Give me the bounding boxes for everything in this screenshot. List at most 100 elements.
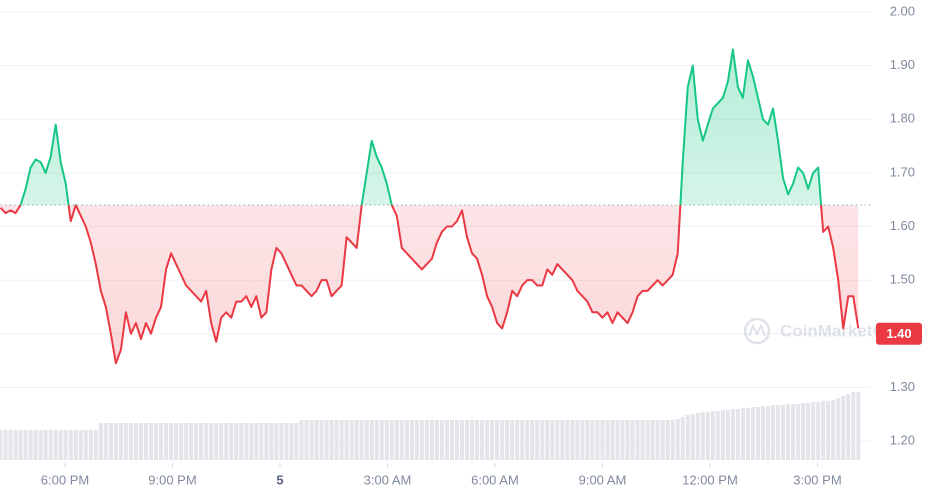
- axes: 2.00 1.90 1.80 1.70 1.60 1.50 1.40 1.30 1.20 6:00…: [41, 3, 922, 487]
- volume-bar: [454, 420, 459, 460]
- volume-bar: [480, 420, 485, 460]
- volume-bar: [53, 430, 58, 460]
- volume-bar: [715, 411, 720, 460]
- volume-bar: [740, 408, 745, 460]
- volume-bar: [88, 430, 93, 460]
- volume-bar: [605, 420, 610, 460]
- volume-bar: [786, 404, 791, 460]
- volume-bar: [43, 430, 48, 460]
- volume-bar: [755, 407, 760, 460]
- volume-bar: [585, 420, 590, 460]
- volume-bar: [394, 420, 399, 460]
- volume-bar: [78, 430, 83, 460]
- volume-bar: [143, 423, 148, 460]
- volume-bar: [23, 430, 28, 460]
- volume-bar: [595, 420, 600, 460]
- volume-bar: [781, 405, 786, 460]
- volume-bar: [354, 420, 359, 460]
- price-line-down: [0, 205, 860, 365]
- x-tick-label: 9:00 AM: [579, 472, 627, 487]
- price-tag-label: 1.40: [886, 326, 911, 341]
- volume-bar: [826, 401, 831, 460]
- volume-bar: [841, 396, 846, 460]
- volume-bar: [670, 420, 675, 460]
- x-tick-label: 12:00 PM: [682, 472, 738, 487]
- volume-bar: [580, 420, 585, 460]
- volume: [0, 392, 861, 460]
- volume-bar: [735, 409, 740, 460]
- volume-bar: [811, 402, 816, 460]
- volume-bar: [620, 420, 625, 460]
- volume-bar: [38, 430, 43, 460]
- volume-bar: [821, 401, 826, 460]
- volume-bar: [369, 420, 374, 460]
- volume-bar: [244, 423, 249, 460]
- volume-bar: [259, 423, 264, 460]
- volume-bar: [590, 420, 595, 460]
- volume-bar: [650, 420, 655, 460]
- volume-bar: [796, 404, 801, 460]
- volume-bar: [179, 423, 184, 460]
- volume-bar: [128, 423, 133, 460]
- volume-bar: [18, 430, 23, 460]
- volume-bar: [645, 420, 650, 460]
- volume-bar: [93, 430, 98, 460]
- volume-bar: [705, 412, 710, 460]
- volume-bar: [851, 392, 856, 460]
- volume-bar: [836, 398, 841, 460]
- watermark-text: CoinMarketCap: [780, 321, 905, 340]
- volume-bar: [389, 420, 394, 460]
- volume-bar: [0, 430, 3, 460]
- x-tick-label: 6:00 AM: [471, 472, 519, 487]
- volume-bar: [164, 423, 169, 460]
- volume-bar: [625, 420, 630, 460]
- volume-bar: [465, 420, 470, 460]
- y-tick-label: 1.70: [890, 164, 915, 179]
- y-tick-label: 1.90: [890, 57, 915, 72]
- volume-bar: [399, 420, 404, 460]
- y-tick-label: 1.20: [890, 432, 915, 447]
- price-tag-box: [876, 322, 922, 345]
- volume-bar: [103, 423, 108, 460]
- volume-bar: [364, 420, 369, 460]
- volume-bar: [189, 423, 194, 460]
- volume-bar: [540, 420, 545, 460]
- volume-bar: [856, 392, 861, 460]
- volume-bar: [274, 423, 279, 460]
- volume-bar: [13, 430, 18, 460]
- volume-bar: [570, 420, 575, 460]
- y-tick-label: 1.80: [890, 111, 915, 126]
- volume-bar: [801, 403, 806, 460]
- volume-bar: [615, 420, 620, 460]
- volume-bar: [771, 405, 776, 460]
- volume-bar: [384, 420, 389, 460]
- volume-bar: [725, 410, 730, 460]
- volume-bar: [439, 420, 444, 460]
- volume-bar: [600, 420, 605, 460]
- volume-bar: [485, 420, 490, 460]
- volume-bar: [635, 420, 640, 460]
- volume-bar: [765, 406, 771, 460]
- volume-bar: [640, 420, 645, 460]
- volume-bar: [349, 420, 354, 460]
- volume-bar: [3, 430, 8, 460]
- watermark: CoinMarketCap: [743, 317, 905, 345]
- volume-bar: [555, 420, 560, 460]
- volume-bar: [334, 420, 339, 460]
- volume-bar: [254, 423, 259, 460]
- volume-bar: [209, 423, 214, 460]
- volume-bar: [776, 405, 781, 460]
- volume-bar: [234, 423, 239, 460]
- volume-bar: [490, 420, 495, 460]
- area-down: [0, 205, 859, 364]
- volume-bar: [675, 419, 680, 460]
- volume-bar: [575, 420, 580, 460]
- volume-bar: [816, 402, 821, 460]
- volume-bar: [434, 420, 439, 460]
- volume-bar: [174, 423, 179, 460]
- volume-bar: [169, 423, 174, 460]
- volume-bar: [565, 420, 570, 460]
- volume-bar: [219, 423, 224, 460]
